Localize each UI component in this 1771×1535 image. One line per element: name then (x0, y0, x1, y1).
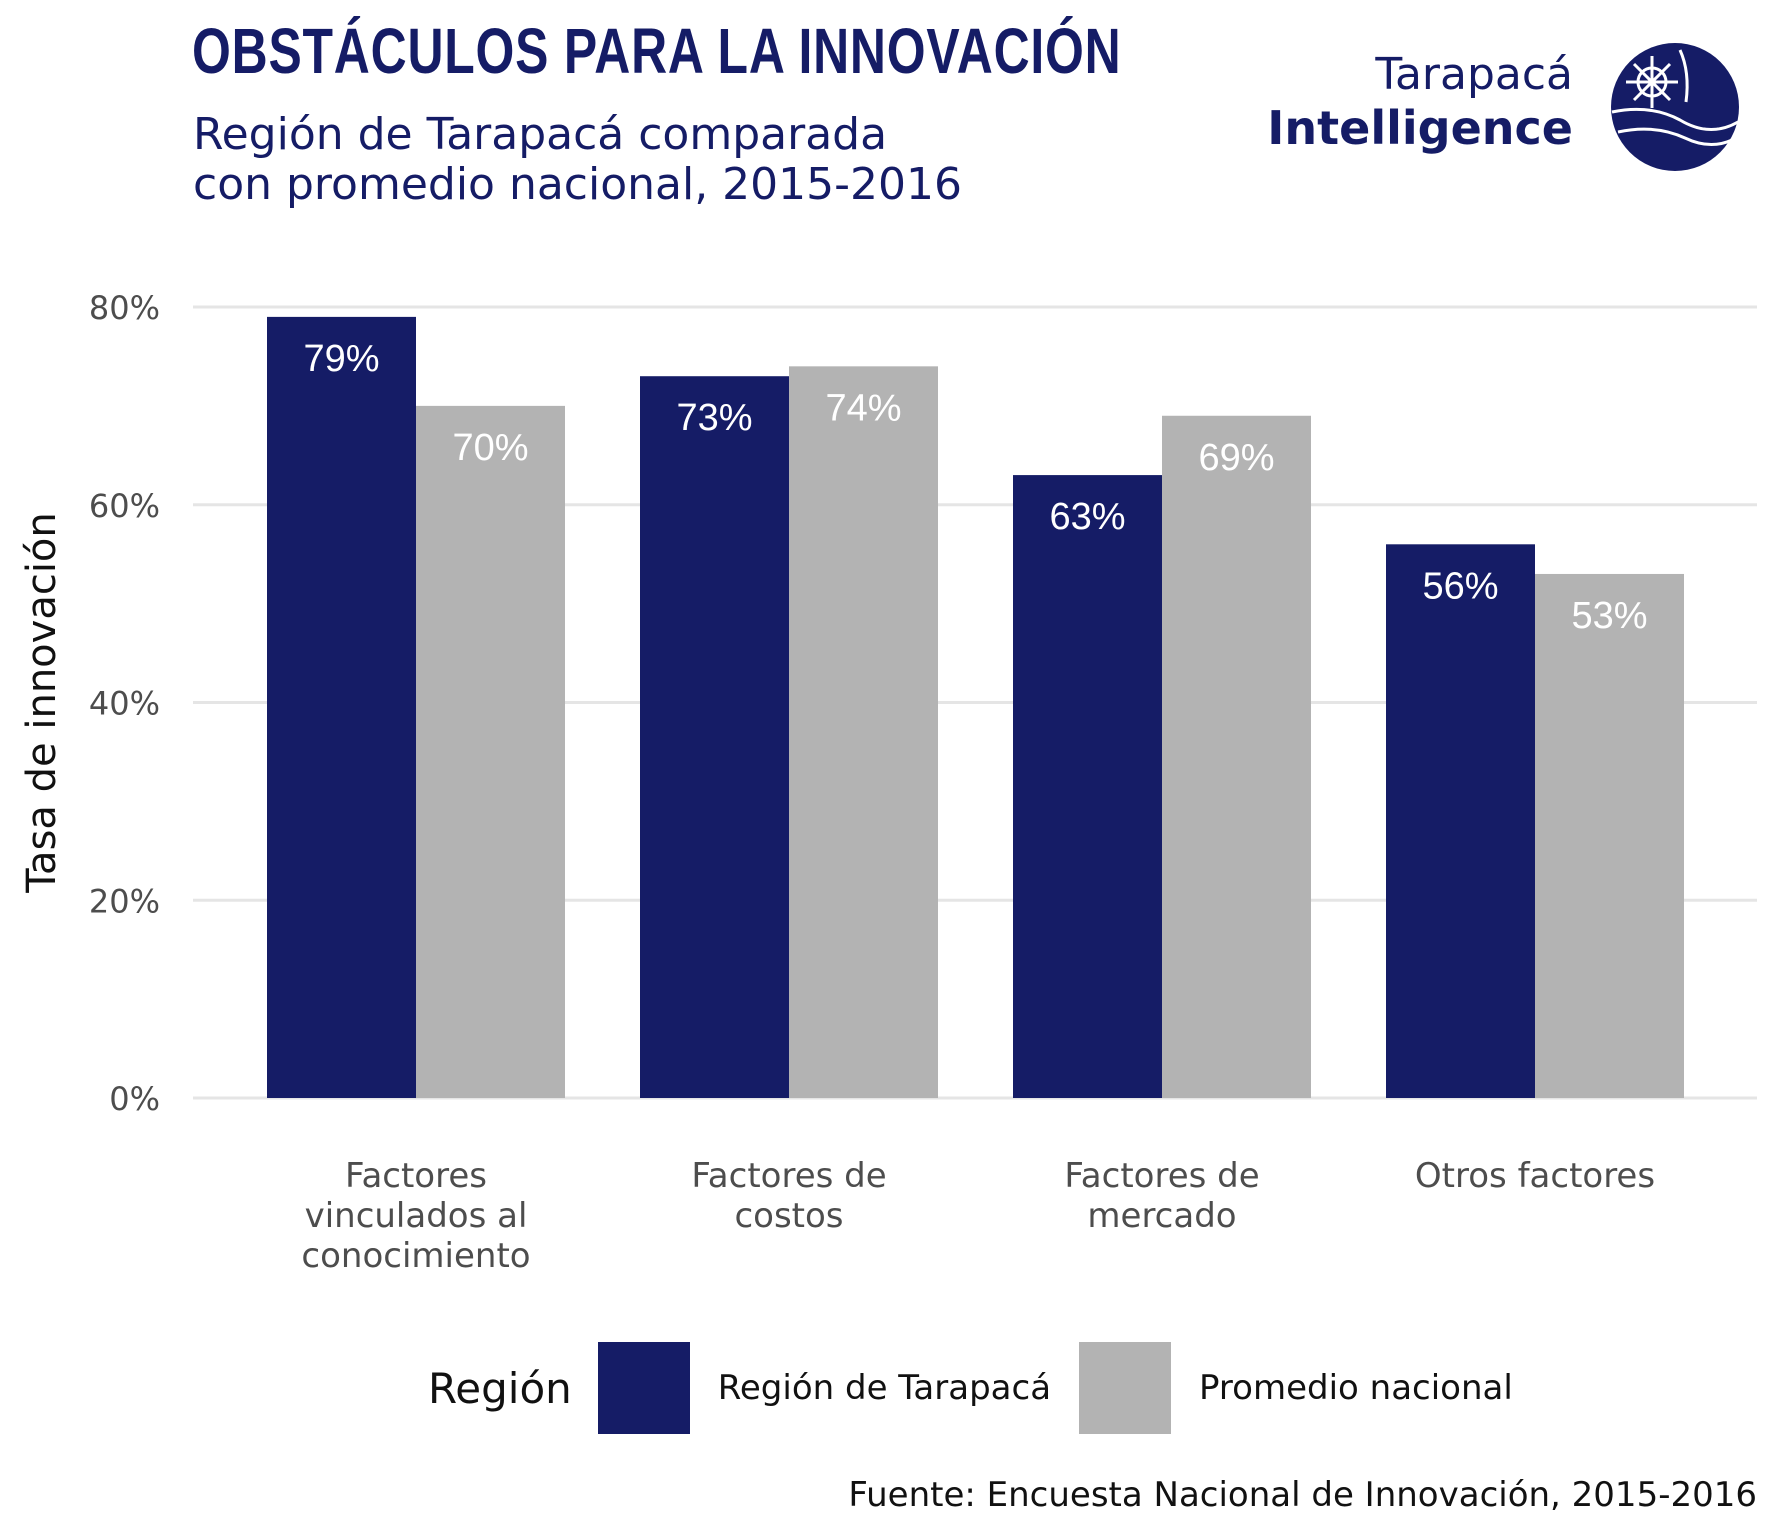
x-tick-label: Factores de (1064, 1156, 1259, 1196)
x-tick-label: vinculados al (305, 1196, 528, 1236)
chart-subtitle: Región de Tarapacá comparada con promedi… (193, 110, 962, 210)
x-tick-label: conocimiento (301, 1236, 530, 1276)
y-tick-label: 80% (89, 289, 160, 327)
y-axis-label: Tasa de innovación (19, 512, 65, 894)
globe-logo-icon (1611, 43, 1739, 171)
bar-value-label: 69% (1198, 437, 1274, 479)
bar (1535, 573, 1684, 1098)
legend-label-tarapaca: Región de Tarapacá (717, 1368, 1052, 1408)
bar (640, 376, 789, 1098)
x-tick-label: Otros factores (1415, 1156, 1655, 1196)
brand-name: Tarapacá Intelligence (1267, 50, 1573, 156)
legend-swatch-tarapaca (597, 1342, 690, 1434)
subtitle-line-2: con promedio nacional, 2015-2016 (193, 159, 963, 210)
chart-title: OBSTÁCULOS PARA LA INNOVACIÓN (192, 15, 1122, 87)
x-tick-label: Factores de (691, 1156, 886, 1196)
legend-title: Región (428, 1363, 572, 1413)
bar (1162, 415, 1311, 1098)
bar-value-label: 63% (1049, 496, 1125, 538)
x-tick-label: Factores (345, 1156, 487, 1196)
bar-value-label: 53% (1571, 595, 1647, 637)
legend-label-nacional: Promedio nacional (1199, 1368, 1513, 1408)
y-tick-label: 0% (109, 1080, 160, 1118)
bar-chart: 0% 20% 40% 60% 80% Tasa de innovación 79% 73% 63… (19, 289, 1757, 1276)
x-tick-label: costos (734, 1196, 843, 1236)
y-tick-label: 60% (89, 487, 160, 525)
subtitle-line-1: Región de Tarapacá comparada (193, 109, 888, 160)
bar (416, 405, 565, 1098)
brand-line-2: Intelligence (1267, 101, 1573, 155)
bar-value-label: 70% (452, 427, 528, 469)
bar (1013, 475, 1162, 1098)
x-tick-label: mercado (1087, 1196, 1236, 1236)
legend: Región Región de Tarapacá Promedio nacio… (428, 1342, 1541, 1434)
bar-value-label: 79% (303, 338, 379, 380)
bar (267, 316, 416, 1098)
bar (789, 366, 938, 1098)
y-tick-label: 20% (89, 882, 160, 920)
legend-swatch-nacional (1079, 1342, 1172, 1434)
bar-value-label: 56% (1422, 565, 1498, 607)
bar-value-label: 73% (676, 397, 752, 439)
bar-value-label: 74% (825, 387, 901, 429)
brand-line-1: Tarapacá (1375, 49, 1573, 100)
source-note: Fuente: Encuesta Nacional de Innovación,… (848, 1475, 1757, 1515)
y-tick-label: 40% (89, 685, 160, 723)
bar (1386, 544, 1535, 1098)
